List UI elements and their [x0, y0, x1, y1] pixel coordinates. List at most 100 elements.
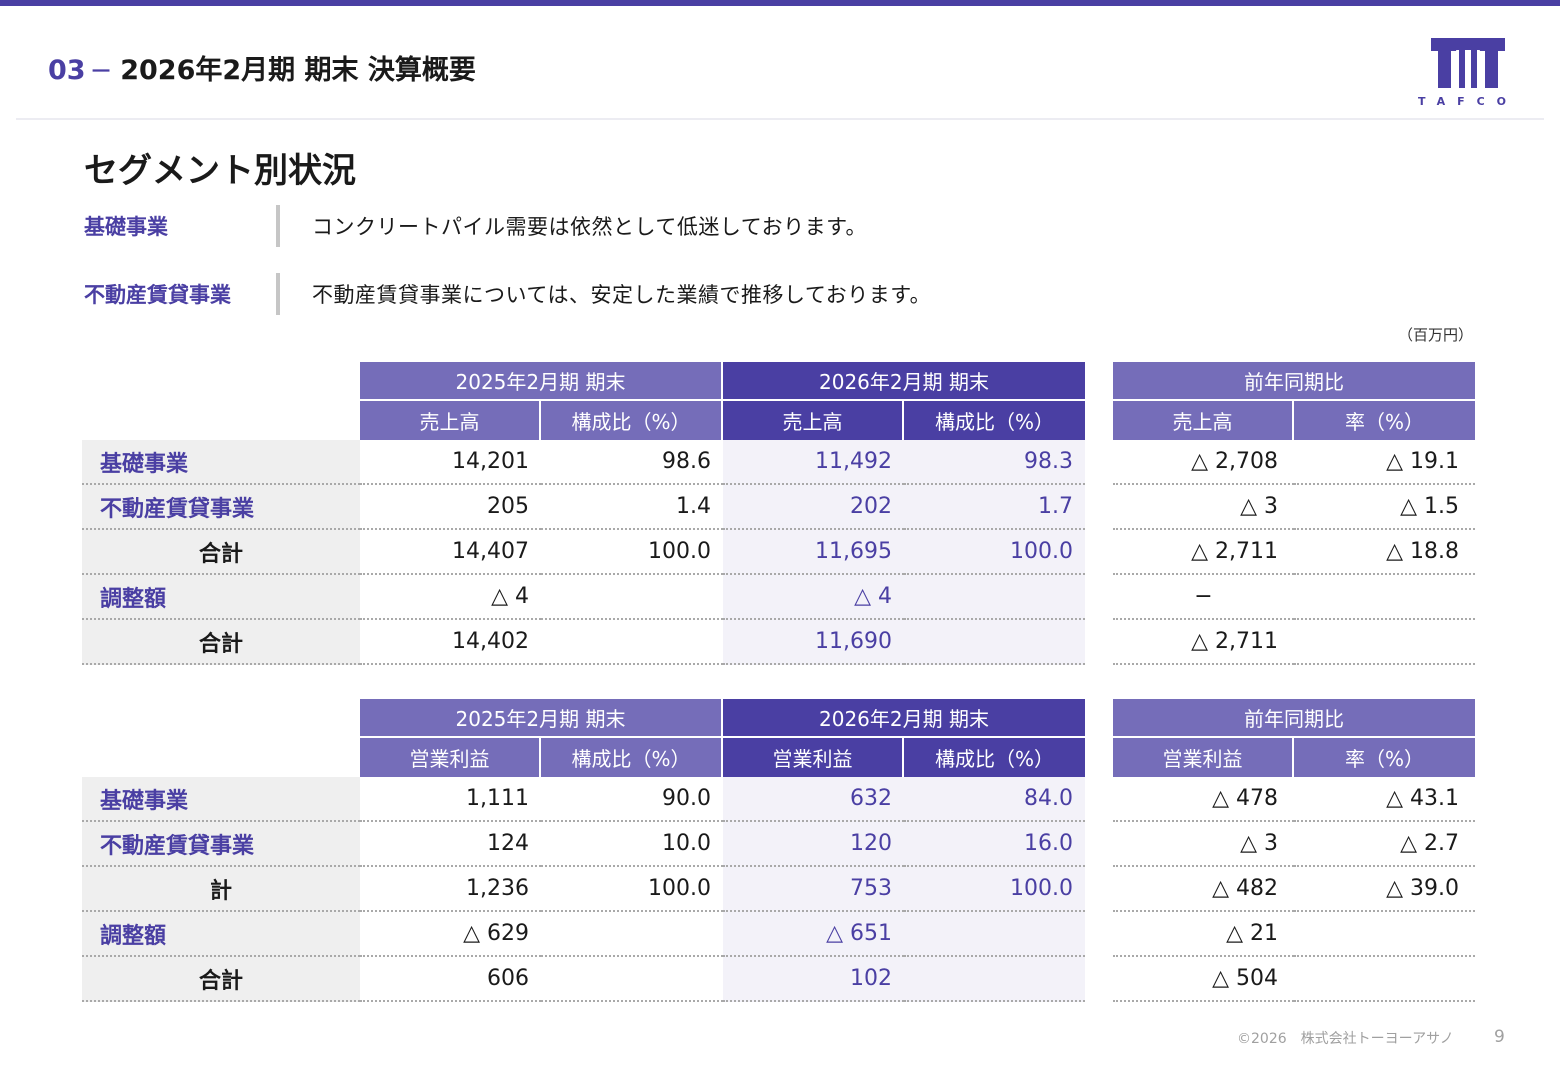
table-cell: △ 39.0: [1294, 867, 1475, 912]
row-label: 合計: [82, 620, 360, 665]
table-cell: [904, 575, 1085, 620]
table-cell: △ 19.1: [1294, 440, 1475, 485]
table-cell: 11,492: [723, 440, 904, 485]
row-label: 調整額: [82, 912, 360, 957]
table-cell: 84.0: [904, 777, 1085, 822]
table-cell: 1,111: [360, 777, 541, 822]
period-header: 2025年2月期 期末: [360, 362, 723, 401]
table-cell: [541, 957, 723, 1002]
table-cell: 98.6: [541, 440, 723, 485]
table-cell: △ 21: [1113, 912, 1294, 957]
column-header: 営業利益: [360, 738, 541, 777]
table-cell: △ 1.5: [1294, 485, 1475, 530]
column-gap: [1085, 530, 1113, 575]
header-divider: [16, 118, 1544, 120]
page-header: 03−2026年2月期 期末 決算概要: [48, 48, 476, 87]
table-row: 基礎事業 1,111 90.0 632 84.0 △ 478 △ 43.1: [82, 777, 1475, 822]
period-header: 2026年2月期 期末: [723, 699, 1085, 738]
column-header: 売上高: [723, 401, 904, 440]
table-cell: 14,407: [360, 530, 541, 575]
table-row: 計 1,236 100.0 753 100.0 △ 482 △ 39.0: [82, 867, 1475, 912]
column-gap: [1085, 822, 1113, 867]
table-cell: 1.4: [541, 485, 723, 530]
column-header: 売上高: [1113, 401, 1294, 440]
column-header: 率（%）: [1294, 738, 1475, 777]
table-cell: 100.0: [904, 530, 1085, 575]
table-cell: △ 504: [1113, 957, 1294, 1002]
row-label: 合計: [82, 957, 360, 1002]
column-gap: [1085, 575, 1113, 620]
column-gap: [1085, 485, 1113, 530]
table-cell: 14,402: [360, 620, 541, 665]
segment-divider: [276, 273, 280, 315]
row-label: 計: [82, 867, 360, 912]
table-cell: [904, 912, 1085, 957]
table-cell: △ 482: [1113, 867, 1294, 912]
table-row: 不動産賃貸事業 205 1.4 202 1.7 △ 3 △ 1.5: [82, 485, 1475, 530]
row-label: 合計: [82, 530, 360, 575]
table-cell: [904, 957, 1085, 1002]
segment-label: 不動産賃貸事業: [84, 283, 231, 307]
table-row: 不動産賃貸事業 124 10.0 120 16.0 △ 3 △ 2.7: [82, 822, 1475, 867]
table-cell: 10.0: [541, 822, 723, 867]
page-number: 9: [1494, 1027, 1505, 1047]
period-header: 前年同期比: [1113, 699, 1475, 738]
table-cell: 205: [360, 485, 541, 530]
top-accent-bar: [0, 0, 1560, 6]
segment-text: 不動産賃貸事業については、安定した業績で推移しております。: [312, 283, 932, 307]
table-cell: 202: [723, 485, 904, 530]
section-title: セグメント別状況: [84, 151, 356, 191]
table-cell: 14,201: [360, 440, 541, 485]
table-cell: [1294, 575, 1475, 620]
period-header: 前年同期比: [1113, 362, 1475, 401]
period-header: 2026年2月期 期末: [723, 362, 1085, 401]
table-row: 合計 606 102 △ 504: [82, 957, 1475, 1002]
column-header: 営業利益: [723, 738, 904, 777]
header-dash: −: [89, 55, 113, 86]
column-gap: [1085, 440, 1113, 485]
table-cell: △ 2.7: [1294, 822, 1475, 867]
column-header: 率（%）: [1294, 401, 1475, 440]
column-header-row: 営業利益 構成比（%） 営業利益 構成比（%） 営業利益 率（%）: [82, 738, 1475, 777]
table-cell: [541, 575, 723, 620]
table-cell: 90.0: [541, 777, 723, 822]
table-cell: △ 2,708: [1113, 440, 1294, 485]
table-cell: −: [1113, 575, 1294, 620]
copyright: ©2026 株式会社トーヨーアサノ: [1237, 1031, 1454, 1047]
table-cell: 102: [723, 957, 904, 1002]
table-cell: [1294, 912, 1475, 957]
table-cell: [541, 912, 723, 957]
table-cell: △ 2,711: [1113, 620, 1294, 665]
unit-label: （百万円）: [1398, 326, 1474, 344]
table-cell: [541, 620, 723, 665]
table-cell: 98.3: [904, 440, 1085, 485]
table-cell: △ 4: [360, 575, 541, 620]
row-label: 調整額: [82, 575, 360, 620]
table-cell: △ 478: [1113, 777, 1294, 822]
column-gap: [1085, 957, 1113, 1002]
table-cell: 11,695: [723, 530, 904, 575]
table-cell: 1.7: [904, 485, 1085, 530]
period-header: 2025年2月期 期末: [360, 699, 723, 738]
column-gap: [1085, 777, 1113, 822]
page-title: 2026年2月期 期末 決算概要: [120, 55, 476, 86]
column-gap: [1085, 620, 1113, 665]
column-gap: [1085, 912, 1113, 957]
table-cell: △ 3: [1113, 485, 1294, 530]
logo-text: TAFCO: [1418, 95, 1518, 108]
table-cell: △ 651: [723, 912, 904, 957]
table-cell: [1294, 957, 1475, 1002]
column-header: 営業利益: [1113, 738, 1294, 777]
table-cell: △ 3: [1113, 822, 1294, 867]
sales-table: 2025年2月期 期末 2026年2月期 期末 前年同期比 売上高 構成比（%）…: [82, 362, 1475, 665]
table-cell: 606: [360, 957, 541, 1002]
section-number: 03: [48, 55, 86, 86]
segment-label: 基礎事業: [84, 215, 168, 239]
column-header: 構成比（%）: [904, 738, 1085, 777]
segment-note-foundation: 基礎事業 コンクリートパイル需要は依然として低迷しております。: [84, 204, 867, 248]
company-logo: TAFCO: [1418, 38, 1518, 108]
table-cell: 632: [723, 777, 904, 822]
table-cell: [1294, 620, 1475, 665]
row-label: 不動産賃貸事業: [82, 822, 360, 867]
table-cell: 1,236: [360, 867, 541, 912]
